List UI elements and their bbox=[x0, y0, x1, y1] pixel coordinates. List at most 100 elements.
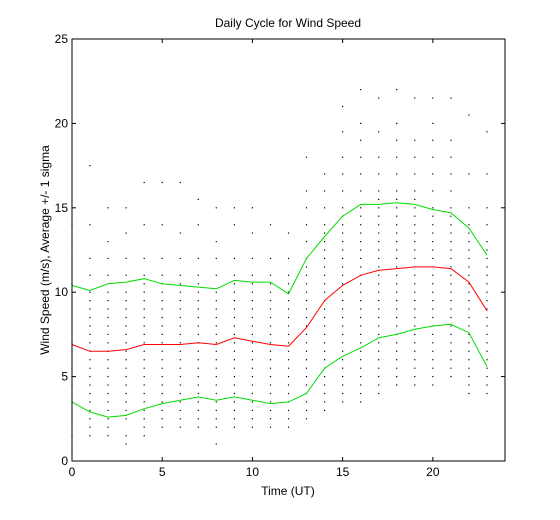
observation-point bbox=[414, 283, 416, 285]
observation-point bbox=[378, 308, 380, 310]
observation-point bbox=[432, 274, 434, 276]
observation-point bbox=[324, 325, 326, 327]
observation-point bbox=[197, 359, 199, 361]
observation-point bbox=[360, 401, 362, 403]
observation-point bbox=[414, 384, 416, 386]
observation-point bbox=[125, 367, 127, 369]
observation-point bbox=[342, 316, 344, 319]
observation-point bbox=[450, 333, 452, 335]
observation-point bbox=[432, 122, 434, 124]
observation-point bbox=[233, 418, 235, 420]
observation-point bbox=[378, 325, 380, 327]
observation-point bbox=[360, 342, 362, 344]
observation-point bbox=[360, 333, 362, 335]
observation-point bbox=[450, 207, 452, 209]
observation-point bbox=[107, 308, 109, 310]
observation-point bbox=[378, 274, 380, 276]
observation-point bbox=[486, 274, 488, 276]
observation-point bbox=[179, 325, 181, 327]
observation-point bbox=[161, 350, 163, 352]
observation-point bbox=[269, 409, 272, 411]
observation-point bbox=[215, 367, 217, 369]
observation-point bbox=[161, 274, 163, 276]
observation-point bbox=[450, 190, 452, 192]
observation-point bbox=[468, 232, 470, 234]
observation-point bbox=[251, 350, 253, 352]
observation-point bbox=[432, 232, 434, 234]
chart-title: Daily Cycle for Wind Speed bbox=[215, 16, 361, 30]
observation-point bbox=[143, 376, 145, 378]
observation-point bbox=[432, 316, 434, 319]
observation-point bbox=[143, 224, 145, 226]
x-tick-label: 15 bbox=[336, 465, 350, 479]
observation-point bbox=[432, 139, 434, 141]
observation-point bbox=[378, 241, 380, 243]
y-tick-label: 10 bbox=[55, 285, 69, 299]
observation-point bbox=[360, 384, 362, 386]
observation-point bbox=[324, 409, 326, 411]
observation-point bbox=[215, 418, 217, 420]
observation-point bbox=[342, 190, 344, 192]
observation-point bbox=[125, 384, 127, 386]
observation-point bbox=[324, 266, 326, 268]
observation-point bbox=[450, 257, 452, 259]
observation-point bbox=[414, 257, 416, 259]
observation-point bbox=[468, 300, 470, 302]
observation-point bbox=[324, 291, 326, 293]
observation-point bbox=[378, 198, 380, 200]
observation-point bbox=[396, 89, 398, 91]
observation-point bbox=[450, 97, 452, 99]
observation-point bbox=[486, 359, 488, 361]
observation-point bbox=[125, 257, 127, 259]
y-tick-label: 25 bbox=[55, 32, 69, 46]
observation-point bbox=[161, 401, 163, 403]
observation-point bbox=[107, 418, 109, 420]
observation-point bbox=[179, 418, 181, 420]
observation-point bbox=[396, 300, 398, 302]
observation-point bbox=[342, 367, 344, 369]
observation-point bbox=[251, 333, 253, 335]
observation-point bbox=[89, 409, 91, 411]
observation-point bbox=[342, 308, 344, 310]
observation-point bbox=[360, 316, 362, 319]
observation-point bbox=[378, 215, 380, 217]
observation-point bbox=[161, 426, 163, 428]
observation-point bbox=[378, 291, 380, 293]
observation-point bbox=[233, 350, 235, 352]
observation-point bbox=[360, 392, 362, 395]
observation-point bbox=[432, 283, 434, 285]
observation-point bbox=[396, 342, 398, 344]
observation-point bbox=[360, 367, 362, 369]
observation-point bbox=[432, 224, 434, 226]
observation-point bbox=[450, 342, 452, 344]
observation-point bbox=[432, 207, 434, 209]
observation-point bbox=[107, 367, 109, 369]
observation-point bbox=[107, 384, 109, 386]
observation-point bbox=[360, 215, 362, 217]
observation-point bbox=[197, 409, 199, 411]
observation-point bbox=[107, 291, 109, 293]
lower-sigma-line bbox=[71, 323, 488, 418]
observation-point bbox=[233, 384, 235, 386]
observation-point bbox=[450, 316, 452, 319]
observation-point bbox=[324, 333, 326, 335]
observation-point bbox=[251, 359, 253, 361]
observation-point bbox=[468, 325, 470, 327]
observation-point bbox=[360, 122, 362, 124]
observation-point bbox=[342, 333, 344, 335]
observation-point bbox=[450, 300, 452, 302]
observation-point bbox=[89, 367, 91, 369]
observation-point bbox=[305, 325, 308, 327]
observation-point bbox=[342, 359, 344, 361]
observation-point bbox=[89, 426, 91, 428]
observation-point bbox=[161, 342, 163, 344]
observation-point bbox=[486, 207, 488, 209]
observation-point bbox=[360, 224, 362, 226]
observation-point bbox=[179, 257, 181, 259]
observation-point bbox=[396, 325, 398, 327]
observation-point bbox=[197, 291, 199, 293]
observation-point bbox=[450, 224, 452, 226]
y-tick-label: 20 bbox=[55, 116, 69, 130]
observation-point bbox=[179, 316, 181, 319]
observation-point bbox=[287, 300, 290, 302]
